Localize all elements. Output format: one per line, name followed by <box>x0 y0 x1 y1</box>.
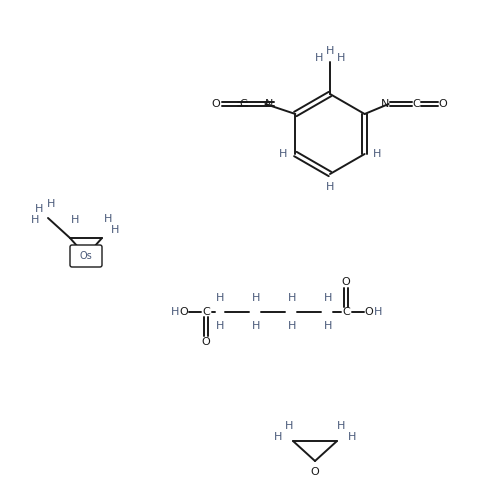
Text: O: O <box>365 307 373 317</box>
Text: H: H <box>216 321 224 331</box>
Text: H: H <box>274 432 282 442</box>
Text: O: O <box>310 467 319 477</box>
Text: H: H <box>324 293 332 303</box>
Text: H: H <box>337 421 345 431</box>
Text: H: H <box>288 293 296 303</box>
Text: H: H <box>104 214 112 224</box>
Text: H: H <box>35 204 43 214</box>
FancyBboxPatch shape <box>70 245 102 267</box>
Text: C: C <box>342 307 350 317</box>
Text: O: O <box>180 307 189 317</box>
Text: H: H <box>31 215 39 225</box>
Text: O: O <box>202 337 211 347</box>
Text: N: N <box>265 99 273 109</box>
Text: H: H <box>47 199 55 209</box>
Text: H: H <box>285 421 293 431</box>
Text: H: H <box>252 293 260 303</box>
Text: H: H <box>252 321 260 331</box>
Text: H: H <box>171 307 179 317</box>
Text: O: O <box>438 99 447 109</box>
Text: H: H <box>216 293 224 303</box>
Text: H: H <box>348 432 356 442</box>
Text: C: C <box>240 99 247 109</box>
Text: H: H <box>324 321 332 331</box>
Text: H: H <box>326 182 334 192</box>
Text: H: H <box>279 149 287 159</box>
Text: H: H <box>288 321 296 331</box>
Text: O: O <box>211 99 220 109</box>
Text: C: C <box>202 307 210 317</box>
Text: H: H <box>111 225 119 235</box>
Text: Os: Os <box>80 251 92 261</box>
Text: H: H <box>315 53 323 63</box>
Text: H: H <box>372 149 381 159</box>
Text: H: H <box>326 46 334 56</box>
Text: N: N <box>380 99 389 109</box>
Text: C: C <box>413 99 421 109</box>
Text: O: O <box>342 277 350 287</box>
Text: H: H <box>337 53 345 63</box>
Text: H: H <box>374 307 382 317</box>
Text: H: H <box>71 215 79 225</box>
